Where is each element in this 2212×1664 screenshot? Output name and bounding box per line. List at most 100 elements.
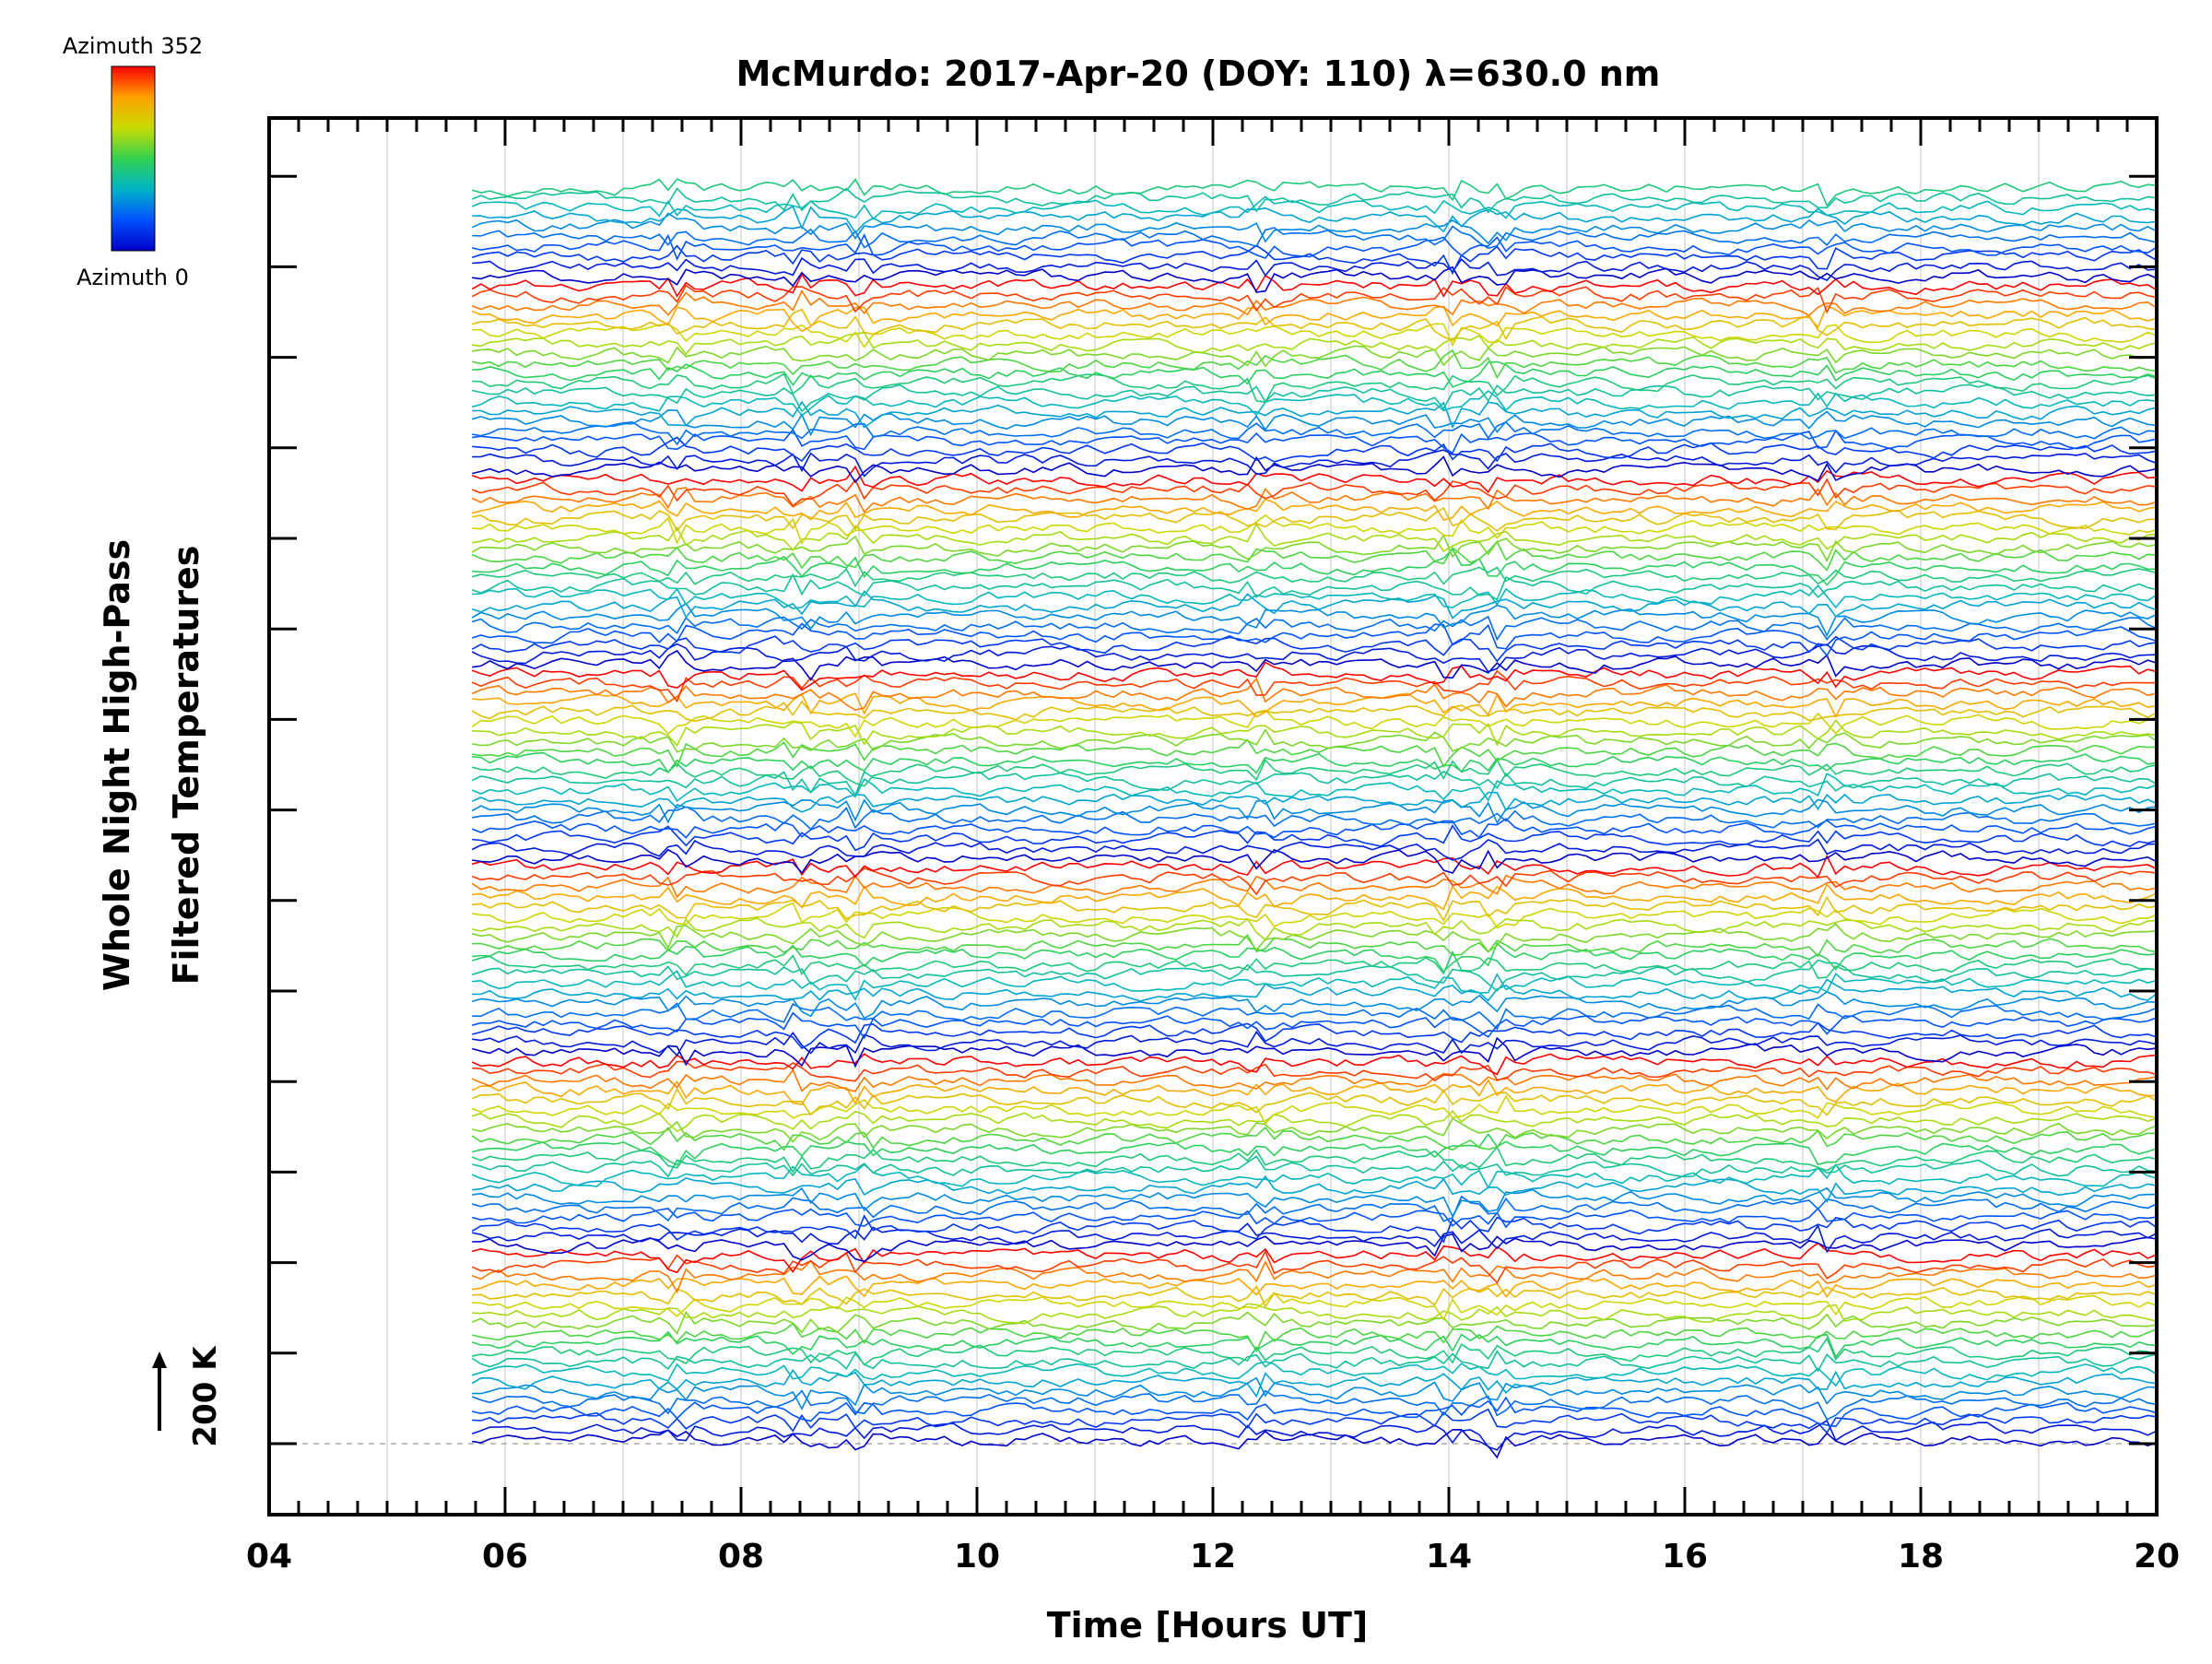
series-line <box>471 590 2158 620</box>
series-line <box>472 1060 2158 1082</box>
series-line <box>472 1292 2158 1322</box>
series-line <box>471 1087 2158 1116</box>
series-line <box>471 1011 2158 1040</box>
series-line <box>472 548 2158 586</box>
series-line <box>472 692 2158 719</box>
series-line <box>471 212 2158 245</box>
series-line <box>472 523 2158 552</box>
series-line <box>472 933 2158 958</box>
series-line <box>472 372 2158 404</box>
series-line <box>472 348 2158 380</box>
series-line <box>472 436 2158 463</box>
series-line <box>471 622 2158 657</box>
series-line <box>471 635 2158 663</box>
series-line <box>471 572 2158 601</box>
y-axis-label-line2: Filtered Temperatures <box>166 546 206 985</box>
series-line <box>472 728 2158 753</box>
x-axis-label: Time [Hours UT] <box>1047 1605 1369 1646</box>
colorbar-bottom-label: Azimuth 0 <box>76 265 189 290</box>
series-line <box>472 513 2158 546</box>
series-line <box>472 1303 2158 1325</box>
x-tick-label: 10 <box>954 1538 1000 1575</box>
series-line <box>472 384 2158 413</box>
series-line <box>472 205 2158 234</box>
series-line <box>472 332 2158 356</box>
series-line <box>471 773 2158 802</box>
series-line <box>472 1396 2158 1428</box>
series-line <box>471 923 2158 953</box>
series-line <box>472 1117 2158 1143</box>
series-line <box>471 1350 2158 1373</box>
series-line <box>472 970 2158 1001</box>
series-line <box>472 738 2158 769</box>
scale-marker: 200 K <box>152 1345 224 1447</box>
series-line <box>471 187 2158 214</box>
series-line <box>472 978 2158 1002</box>
series-line <box>472 1174 2158 1204</box>
series-line <box>471 1330 2158 1359</box>
series-line <box>472 848 2158 875</box>
series-line <box>471 791 2158 813</box>
series-line <box>471 478 2158 507</box>
series-line <box>472 824 2158 852</box>
series-line <box>471 959 2158 992</box>
series-line <box>471 1310 2158 1336</box>
series-line <box>471 770 2158 797</box>
series-line <box>471 700 2158 723</box>
series-line <box>472 506 2158 533</box>
series-line <box>471 1036 2158 1068</box>
series-line <box>471 289 2158 317</box>
series-line <box>471 1249 2158 1284</box>
series-line <box>471 643 2158 673</box>
series-line <box>471 661 2158 691</box>
series-line <box>472 233 2158 261</box>
series-line <box>471 195 2158 220</box>
series-line <box>471 1162 2158 1190</box>
x-tick-label: 06 <box>482 1538 528 1575</box>
series-line <box>472 1284 2158 1308</box>
series-line <box>471 854 2158 879</box>
x-tick-labels: 04 06 08 10 12 14 16 18 20 <box>246 1538 2180 1575</box>
series-line <box>472 1233 2158 1263</box>
series-line <box>471 818 2158 839</box>
scale-marker-label: 200 K <box>187 1345 224 1447</box>
series-line <box>472 345 2158 368</box>
series-line <box>472 428 2158 454</box>
series-line <box>472 420 2158 446</box>
series-line <box>471 534 2158 562</box>
series-line <box>471 178 2158 207</box>
series-line <box>472 266 2158 293</box>
series-line <box>471 1145 2158 1174</box>
series-line <box>472 1376 2158 1410</box>
series-line <box>472 902 2158 929</box>
y-axis-label-line1: Whole Night High-Pass <box>97 539 137 991</box>
series-line <box>472 649 2158 681</box>
series-line <box>471 602 2158 638</box>
series-line <box>472 1186 2157 1219</box>
series-line <box>471 874 2158 899</box>
series-line <box>472 1155 2158 1178</box>
colorbar <box>111 65 156 252</box>
series-line <box>472 323 2158 348</box>
series-line <box>471 1126 2157 1151</box>
series-line <box>471 1195 2158 1222</box>
chart-title: McMurdo: 2017-Apr-20 (DOY: 110) λ=630.0 … <box>736 53 1661 94</box>
series-line <box>471 498 2158 522</box>
series-line <box>471 990 2158 1020</box>
x-tick-label: 20 <box>2134 1538 2180 1575</box>
x-tick-label: 14 <box>1426 1538 1472 1575</box>
series-line <box>472 1222 2158 1254</box>
series-line <box>471 1242 2158 1274</box>
series-line <box>472 455 2158 484</box>
x-tick-label: 16 <box>1662 1538 1708 1575</box>
series-line <box>471 540 2158 572</box>
colorbar-top-label: Azimuth 352 <box>63 33 203 59</box>
series-line <box>472 882 2158 911</box>
series-line <box>471 1079 2157 1105</box>
series-line <box>471 1207 2158 1229</box>
series-line <box>471 487 2158 513</box>
series-line <box>471 759 2158 787</box>
series-line <box>471 1094 2158 1126</box>
series-line <box>471 1368 2158 1398</box>
